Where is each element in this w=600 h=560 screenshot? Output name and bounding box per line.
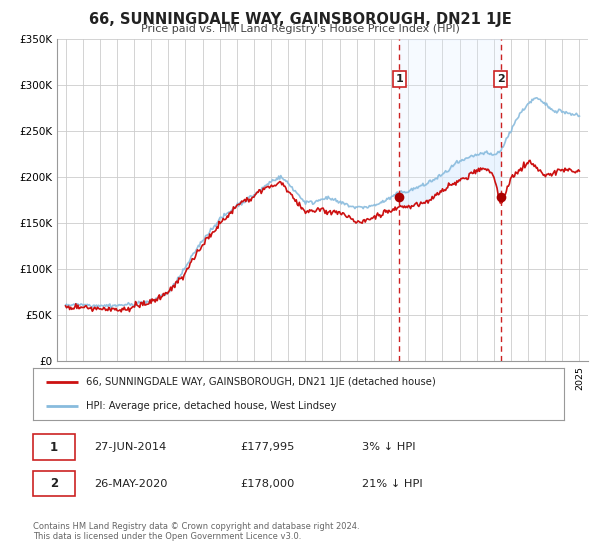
Text: 66, SUNNINGDALE WAY, GAINSBOROUGH, DN21 1JE (detached house): 66, SUNNINGDALE WAY, GAINSBOROUGH, DN21 …	[86, 377, 436, 388]
Text: 2: 2	[497, 74, 505, 84]
Text: 1: 1	[395, 74, 403, 84]
Text: Price paid vs. HM Land Registry's House Price Index (HPI): Price paid vs. HM Land Registry's House …	[140, 24, 460, 34]
Text: This data is licensed under the Open Government Licence v3.0.: This data is licensed under the Open Gov…	[33, 532, 301, 541]
Text: 66, SUNNINGDALE WAY, GAINSBOROUGH, DN21 1JE: 66, SUNNINGDALE WAY, GAINSBOROUGH, DN21 …	[89, 12, 511, 27]
Text: Contains HM Land Registry data © Crown copyright and database right 2024.: Contains HM Land Registry data © Crown c…	[33, 522, 359, 531]
FancyBboxPatch shape	[33, 435, 76, 460]
Text: 27-JUN-2014: 27-JUN-2014	[94, 442, 166, 452]
Text: 3% ↓ HPI: 3% ↓ HPI	[362, 442, 416, 452]
FancyBboxPatch shape	[33, 471, 76, 496]
Text: £177,995: £177,995	[240, 442, 295, 452]
Text: £178,000: £178,000	[240, 479, 295, 488]
Text: HPI: Average price, detached house, West Lindsey: HPI: Average price, detached house, West…	[86, 401, 337, 411]
Text: 21% ↓ HPI: 21% ↓ HPI	[362, 479, 423, 488]
Text: 1: 1	[50, 441, 58, 454]
Text: 2: 2	[50, 477, 58, 490]
Text: 26-MAY-2020: 26-MAY-2020	[94, 479, 167, 488]
